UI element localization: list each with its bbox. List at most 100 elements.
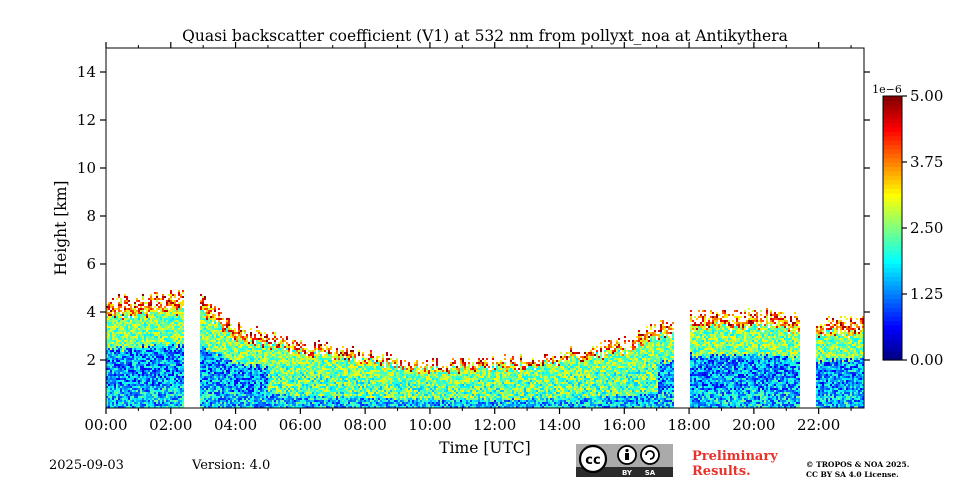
heatmap-cell <box>216 406 218 408</box>
heatmap-cell <box>304 374 306 376</box>
heatmap-cell <box>202 374 204 376</box>
heatmap-cell <box>156 312 158 314</box>
heatmap-cell <box>162 374 164 376</box>
heatmap-cell <box>134 310 136 312</box>
heatmap-cell <box>116 372 118 374</box>
heatmap-cell <box>108 370 110 372</box>
heatmap-cell <box>206 350 208 352</box>
heatmap-cell <box>144 306 146 308</box>
heatmap-cell <box>134 352 136 354</box>
heatmap-cell <box>106 390 108 392</box>
heatmap-cell <box>118 384 120 386</box>
heatmap-cell <box>136 382 138 384</box>
heatmap-cell <box>286 338 288 340</box>
heatmap-cell <box>118 358 120 360</box>
heatmap-cell <box>124 342 126 344</box>
heatmap-cell <box>294 386 296 388</box>
heatmap-cell <box>182 314 184 316</box>
heatmap-cell <box>106 358 108 360</box>
heatmap-cell <box>320 398 322 400</box>
heatmap-cell <box>304 376 306 378</box>
heatmap-cell <box>200 382 202 384</box>
heatmap-cell <box>214 318 216 320</box>
heatmap-cell <box>228 376 230 378</box>
heatmap-cell <box>172 338 174 340</box>
heatmap-cell <box>328 356 330 358</box>
heatmap-cell <box>118 350 120 352</box>
heatmap-cell <box>332 392 334 394</box>
heatmap-cell <box>140 406 142 408</box>
heatmap-cell <box>130 308 132 310</box>
heatmap-cell <box>274 344 276 346</box>
heatmap-cell <box>220 364 222 366</box>
heatmap-cell <box>264 372 266 374</box>
heatmap-cell <box>264 396 266 398</box>
heatmap-cell <box>354 384 356 386</box>
heatmap-cell <box>160 298 162 300</box>
heatmap-cell <box>118 362 120 364</box>
heatmap-cell <box>162 330 164 332</box>
heatmap-cell <box>218 386 220 388</box>
heatmap-cell <box>282 342 284 344</box>
heatmap-cell <box>128 354 130 356</box>
heatmap-cell <box>122 402 124 404</box>
heatmap-cell <box>246 372 248 374</box>
heatmap-cell <box>246 360 248 362</box>
heatmap-cell <box>138 310 140 312</box>
heatmap-cell <box>268 380 270 382</box>
heatmap-cell <box>148 304 150 306</box>
heatmap-cell <box>134 340 136 342</box>
heatmap-cell <box>154 398 156 400</box>
heatmap-cell <box>288 392 290 394</box>
heatmap-cell <box>150 300 152 302</box>
heatmap-cell <box>244 384 246 386</box>
heatmap-cell <box>346 352 348 354</box>
heatmap-cell <box>232 386 234 388</box>
heatmap-cell <box>180 338 182 340</box>
heatmap-cell <box>110 378 112 380</box>
heatmap-cell <box>304 370 306 372</box>
heatmap-cell <box>156 314 158 316</box>
heatmap-cell <box>202 402 204 404</box>
heatmap-cell <box>110 330 112 332</box>
heatmap-cell <box>314 344 316 346</box>
heatmap-cell <box>156 402 158 404</box>
heatmap-cell <box>330 354 332 356</box>
heatmap-cell <box>210 310 212 312</box>
heatmap-cell <box>230 374 232 376</box>
heatmap-cell <box>172 308 174 310</box>
heatmap-cell <box>246 390 248 392</box>
heatmap-cell <box>246 344 248 346</box>
heatmap-cell <box>232 372 234 374</box>
heatmap-cell <box>322 374 324 376</box>
heatmap-cell <box>170 356 172 358</box>
heatmap-cell <box>168 390 170 392</box>
heatmap-cell <box>156 390 158 392</box>
heatmap-cell <box>270 364 272 366</box>
heatmap-cell <box>112 320 114 322</box>
heatmap-cell <box>360 396 362 398</box>
heatmap-cell <box>136 384 138 386</box>
heatmap-cell <box>112 378 114 380</box>
heatmap-cell <box>248 396 250 398</box>
heatmap-cell <box>230 404 232 406</box>
heatmap-cell <box>340 388 342 390</box>
heatmap-cell <box>132 390 134 392</box>
heatmap-cell <box>336 406 338 408</box>
heatmap-cell <box>122 364 124 366</box>
heatmap-cell <box>264 342 266 344</box>
heatmap-cell <box>178 366 180 368</box>
heatmap-cell <box>136 404 138 406</box>
heatmap-cell <box>318 376 320 378</box>
heatmap-cell <box>306 382 308 384</box>
heatmap-cell <box>106 402 108 404</box>
heatmap-cell <box>332 374 334 376</box>
heatmap-cell <box>108 350 110 352</box>
heatmap-cell <box>156 382 158 384</box>
heatmap-cell <box>364 370 366 372</box>
heatmap-cell <box>324 364 326 366</box>
heatmap-cell <box>254 398 256 400</box>
heatmap-cell <box>132 314 134 316</box>
heatmap-cell <box>316 392 318 394</box>
heatmap-cell <box>158 354 160 356</box>
